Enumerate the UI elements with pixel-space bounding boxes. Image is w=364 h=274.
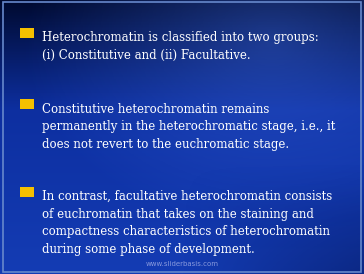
Text: www.sliderbasis.com: www.sliderbasis.com [146, 261, 218, 267]
Bar [20, 187, 34, 197]
Bar [20, 28, 34, 38]
Text: In contrast, facultative heterochromatin consists
of euchromatin that takes on t: In contrast, facultative heterochromatin… [42, 190, 332, 256]
Text: Heterochromatin is classified into two groups:
(i) Constitutive and (ii) Faculta: Heterochromatin is classified into two g… [42, 31, 318, 62]
Bar [20, 99, 34, 109]
Text: Constitutive heterochromatin remains
permanently in the heterochromatic stage, i: Constitutive heterochromatin remains per… [42, 102, 335, 150]
